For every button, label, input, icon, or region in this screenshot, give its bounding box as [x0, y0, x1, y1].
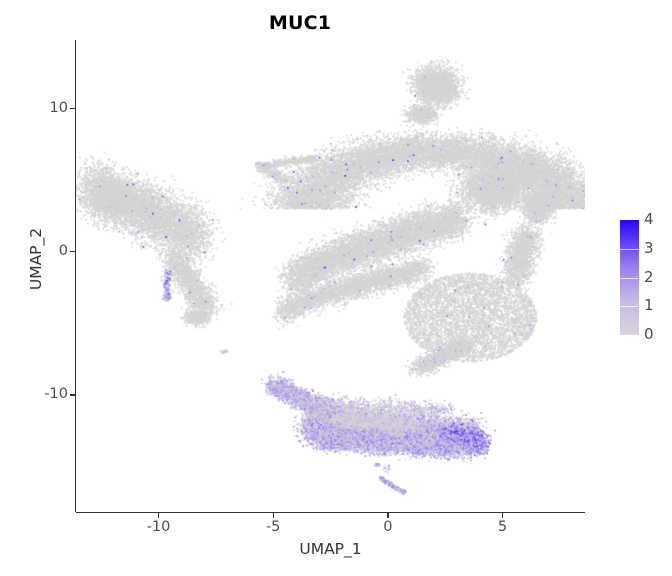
colorbar-tick-mark	[620, 277, 639, 279]
x-tick-label: 5	[497, 519, 508, 535]
y-tick-label: -10	[44, 385, 68, 402]
scatter-points-layer	[76, 40, 585, 512]
y-tick-mark	[70, 394, 75, 396]
colorbar-tick-label: 1	[644, 296, 654, 315]
colorbar-tick-label: 3	[644, 238, 654, 257]
x-axis-line	[76, 512, 585, 514]
colorbar-tick-mark	[620, 248, 639, 250]
page-title: MUC1	[268, 12, 332, 34]
plot-panel	[76, 40, 585, 512]
x-tick-mark	[387, 513, 389, 518]
y-tick-mark	[70, 108, 75, 110]
x-tick-label: -5	[265, 519, 281, 535]
y-axis-line	[75, 40, 77, 512]
x-tick-label: -10	[146, 519, 171, 535]
x-tick-mark	[501, 513, 504, 518]
colorbar-tick-mark	[620, 306, 639, 308]
x-axis-title: UMAP_1	[299, 540, 362, 558]
x-tick-mark	[158, 513, 160, 518]
y-axis-title: UMAP_2	[27, 227, 45, 291]
y-tick-mark	[70, 251, 75, 253]
colorbar-tick-label: 2	[644, 267, 654, 286]
colorbar-legend: 0 1 2 3 4	[620, 212, 672, 342]
colorbar-tick-label: 0	[644, 325, 654, 343]
colorbar-gradient	[620, 220, 639, 335]
y-tick-label: 10	[49, 99, 68, 116]
colorbar-tick-label: 4	[644, 210, 654, 228]
y-tick-label: 0	[58, 242, 68, 259]
x-tick-mark	[272, 513, 274, 518]
x-tick-label: 0	[383, 519, 393, 535]
